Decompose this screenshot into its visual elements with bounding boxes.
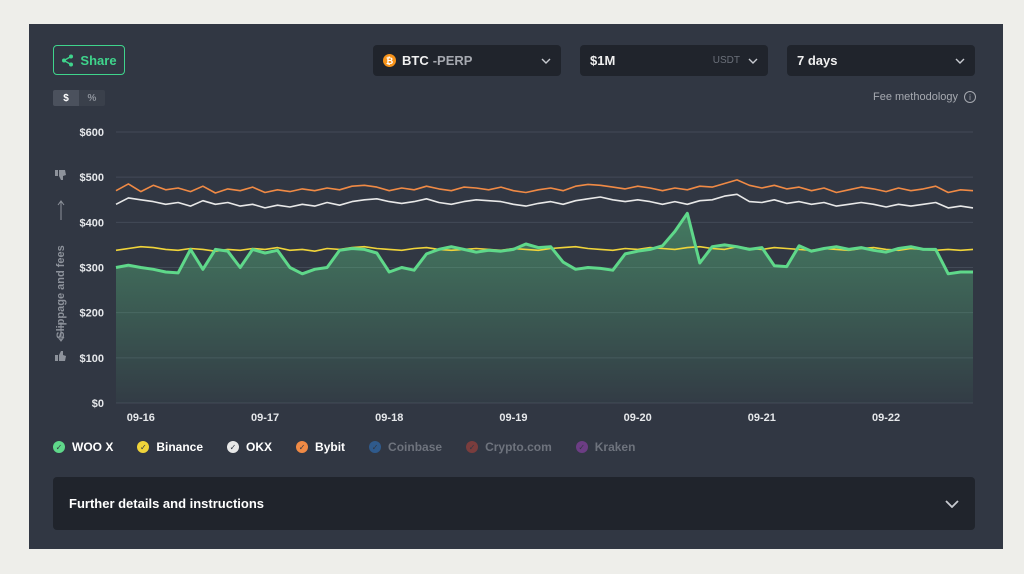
y-axis-label: Slippage and fees	[55, 245, 67, 339]
check-icon: ✓	[466, 441, 479, 453]
share-button[interactable]: Share	[53, 45, 125, 75]
further-details-accordion[interactable]: Further details and instructions	[53, 477, 975, 530]
y-tick-label: $300	[80, 263, 104, 275]
y-tick-label: $400	[80, 217, 104, 229]
legend-item-woo[interactable]: ✓ WOO X	[53, 440, 113, 454]
legend-item-coinbase[interactable]: ✓ Coinbase	[369, 440, 442, 454]
info-icon: i	[964, 91, 976, 103]
check-icon: ✓	[137, 441, 150, 453]
chevron-down-icon	[945, 499, 959, 508]
thumbs-down-icon	[55, 170, 66, 180]
y-tick-label: $100	[80, 353, 104, 365]
bybit-series-line	[115, 179, 974, 194]
check-icon: ✓	[53, 441, 65, 453]
x-tick-label: 09-22	[872, 412, 900, 424]
check-icon: ✓	[369, 441, 382, 453]
slippage-panel: Share ₿ BTC -PERP $1M USDT 7 days $ % Fe…	[29, 24, 1003, 549]
woo-x-area	[116, 213, 973, 403]
period-value: 7 days	[797, 53, 838, 68]
x-tick-label: 09-19	[499, 412, 527, 424]
dollar-toggle[interactable]: $	[53, 90, 79, 106]
y-tick-label: $500	[80, 172, 104, 184]
legend-label: WOO X	[72, 440, 114, 454]
x-tick-label: 09-17	[251, 412, 279, 424]
chevron-down-icon	[541, 58, 551, 64]
legend-item-cryptocom[interactable]: ✓ Crypto.com	[466, 440, 552, 454]
size-value: $1M	[590, 53, 616, 68]
x-tick-label: 09-18	[375, 412, 403, 424]
fee-methodology-label: Fee methodology	[873, 91, 958, 103]
legend-item-okx[interactable]: ✓ OKX	[227, 440, 272, 454]
check-icon: ✓	[227, 441, 240, 453]
fee-methodology-link[interactable]: Fee methodology i	[873, 91, 976, 103]
bitcoin-icon: ₿	[383, 54, 396, 67]
legend-label: Coinbase	[388, 440, 443, 454]
share-label: Share	[80, 52, 117, 68]
symbol-select[interactable]: ₿ BTC -PERP	[373, 45, 561, 76]
legend-label: Bybit	[315, 440, 346, 454]
unit-toggle: $ %	[53, 90, 105, 106]
chart-legend: ✓ WOO X ✓ Binance ✓ OKX ✓ Bybit ✓ Coinbase ✓ Crypto…	[53, 440, 659, 454]
size-select[interactable]: $1M USDT	[580, 45, 768, 76]
percent-toggle[interactable]: %	[79, 90, 105, 106]
size-unit: USDT	[712, 55, 740, 66]
legend-item-kraken[interactable]: ✓ Kraken	[575, 440, 636, 454]
legend-label: Crypto.com	[485, 440, 552, 454]
symbol-suffix: -PERP	[432, 53, 473, 68]
legend-label: Binance	[156, 440, 204, 454]
period-select[interactable]: 7 days	[787, 45, 975, 76]
chevron-down-icon	[748, 58, 758, 64]
legend-item-bybit[interactable]: ✓ Bybit	[296, 440, 345, 454]
y-tick-label: $0	[92, 398, 104, 410]
legend-label: Kraken	[594, 440, 636, 454]
y-tick-label: $600	[80, 127, 104, 139]
legend-label: OKX	[246, 440, 273, 454]
slippage-chart: $0 $100 $200 $300 $400 $500 $600 09-16 09-17 09-…	[55, 127, 974, 424]
chevron-down-icon	[955, 58, 965, 64]
x-tick-label: 09-16	[127, 412, 155, 424]
thumbs-up-icon	[55, 351, 66, 361]
woo-series-line	[115, 211, 973, 276]
y-axis-title: Slippage and fees	[55, 170, 67, 361]
check-icon: ✓	[575, 441, 588, 453]
details-label: Further details and instructions	[69, 496, 265, 511]
x-tick-label: 09-20	[624, 412, 652, 424]
check-icon: ✓	[296, 441, 309, 453]
arrow-down-icon	[57, 322, 65, 342]
y-tick-label: $200	[80, 308, 104, 320]
x-tick-label: 09-21	[748, 412, 776, 424]
share-icon	[62, 54, 74, 66]
legend-item-binance[interactable]: ✓ Binance	[137, 440, 203, 454]
okx-series-line	[115, 193, 974, 209]
arrow-up-icon	[57, 200, 65, 220]
symbol-value: BTC	[402, 53, 429, 68]
